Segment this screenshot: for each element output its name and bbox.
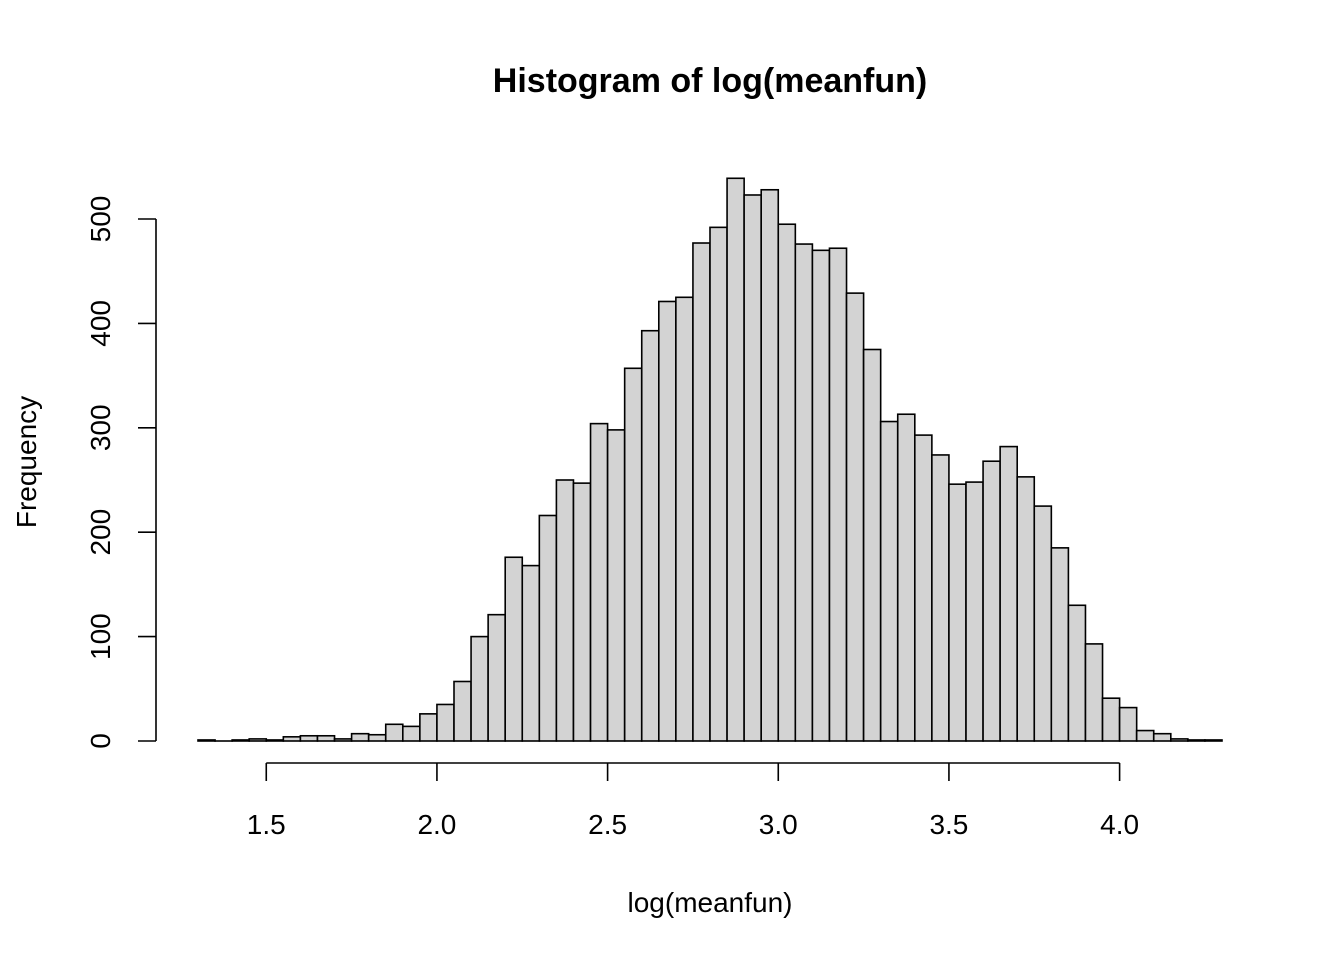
histogram-bar bbox=[470, 635, 489, 742]
histogram-bar bbox=[777, 223, 797, 742]
x-tick-label: 3.5 bbox=[929, 809, 968, 840]
histogram-bar bbox=[1084, 643, 1104, 742]
x-axis: 1.5 2.0 2.5 3.0 3.5 4.0 bbox=[247, 762, 1139, 840]
histogram-bar bbox=[419, 713, 438, 742]
histogram-bar bbox=[299, 734, 319, 742]
y-tick-label: 400 bbox=[85, 300, 116, 347]
histogram-bar bbox=[811, 249, 831, 742]
histogram-bar bbox=[948, 483, 967, 742]
histogram-bar bbox=[760, 188, 780, 742]
histogram-bar bbox=[589, 422, 609, 742]
histogram-bar bbox=[640, 329, 660, 742]
x-axis-label: log(meanfun) bbox=[628, 887, 793, 918]
histogram-bar bbox=[1204, 739, 1223, 742]
histogram-bar bbox=[657, 300, 677, 742]
histogram-bar bbox=[999, 445, 1019, 742]
histogram-bar bbox=[197, 739, 216, 742]
y-tick-label: 300 bbox=[85, 404, 116, 451]
histogram-bar bbox=[265, 739, 285, 742]
x-tick-label: 4.0 bbox=[1100, 809, 1139, 840]
y-tick-label: 500 bbox=[85, 196, 116, 243]
histogram-bar bbox=[931, 454, 950, 742]
histogram-bar bbox=[384, 723, 404, 742]
histogram-bar bbox=[965, 481, 984, 742]
histogram-bar bbox=[606, 429, 626, 742]
x-tick-label: 2.5 bbox=[588, 809, 627, 840]
y-tick-label: 200 bbox=[85, 509, 116, 556]
histogram-bar bbox=[1187, 739, 1206, 742]
histogram-bar bbox=[982, 460, 1001, 742]
histogram-bar bbox=[350, 732, 370, 742]
x-tick-label: 2.0 bbox=[417, 809, 456, 840]
histogram-bar bbox=[845, 292, 865, 742]
histogram-bar bbox=[1050, 547, 1070, 742]
y-axis-label: Frequency bbox=[11, 396, 42, 528]
histogram-bar bbox=[623, 367, 643, 742]
histogram-bar bbox=[316, 734, 336, 742]
histogram-bar bbox=[896, 413, 916, 742]
x-tick-label: 1.5 bbox=[247, 809, 286, 840]
histogram-bar bbox=[1170, 738, 1189, 742]
histogram-bar bbox=[743, 194, 763, 742]
histogram-bar bbox=[709, 226, 728, 742]
histogram-bar bbox=[367, 733, 387, 742]
x-tick-label: 3.0 bbox=[759, 809, 798, 840]
histogram-bar bbox=[487, 613, 506, 742]
y-tick-label: 100 bbox=[85, 613, 116, 660]
histogram-bar bbox=[1101, 697, 1121, 742]
bars-group bbox=[197, 177, 1223, 742]
histogram-bar bbox=[521, 564, 541, 742]
histogram-bar bbox=[1067, 604, 1087, 742]
histogram-bar bbox=[692, 242, 711, 742]
histogram-bar bbox=[333, 738, 353, 742]
chart-title: Histogram of log(meanfun) bbox=[493, 62, 927, 100]
histogram-bar bbox=[504, 556, 524, 742]
histogram-bar bbox=[436, 703, 455, 742]
histogram-bar bbox=[1033, 505, 1053, 742]
histogram-bar bbox=[879, 420, 899, 742]
histogram-bar bbox=[1016, 476, 1036, 742]
histogram-bar bbox=[828, 247, 848, 742]
histogram-bar bbox=[282, 736, 302, 742]
histogram-bar bbox=[675, 296, 694, 742]
y-tick-label: 0 bbox=[85, 733, 116, 749]
histogram-bar bbox=[1135, 729, 1155, 742]
histogram-bar bbox=[862, 348, 882, 742]
histogram-bar bbox=[572, 482, 592, 742]
histogram-bar bbox=[726, 177, 745, 742]
y-axis: 0 100 200 300 400 500 bbox=[85, 196, 157, 749]
histogram-bar bbox=[248, 738, 268, 742]
histogram-bar bbox=[401, 725, 421, 742]
histogram-bar bbox=[453, 680, 472, 742]
histogram-bar bbox=[538, 514, 558, 742]
histogram-bar bbox=[231, 739, 250, 742]
histogram-bar bbox=[1152, 732, 1172, 742]
histogram-bar bbox=[555, 479, 575, 742]
histogram-bar bbox=[794, 243, 814, 742]
histogram-bar bbox=[913, 434, 933, 742]
histogram-bar bbox=[1118, 706, 1138, 742]
